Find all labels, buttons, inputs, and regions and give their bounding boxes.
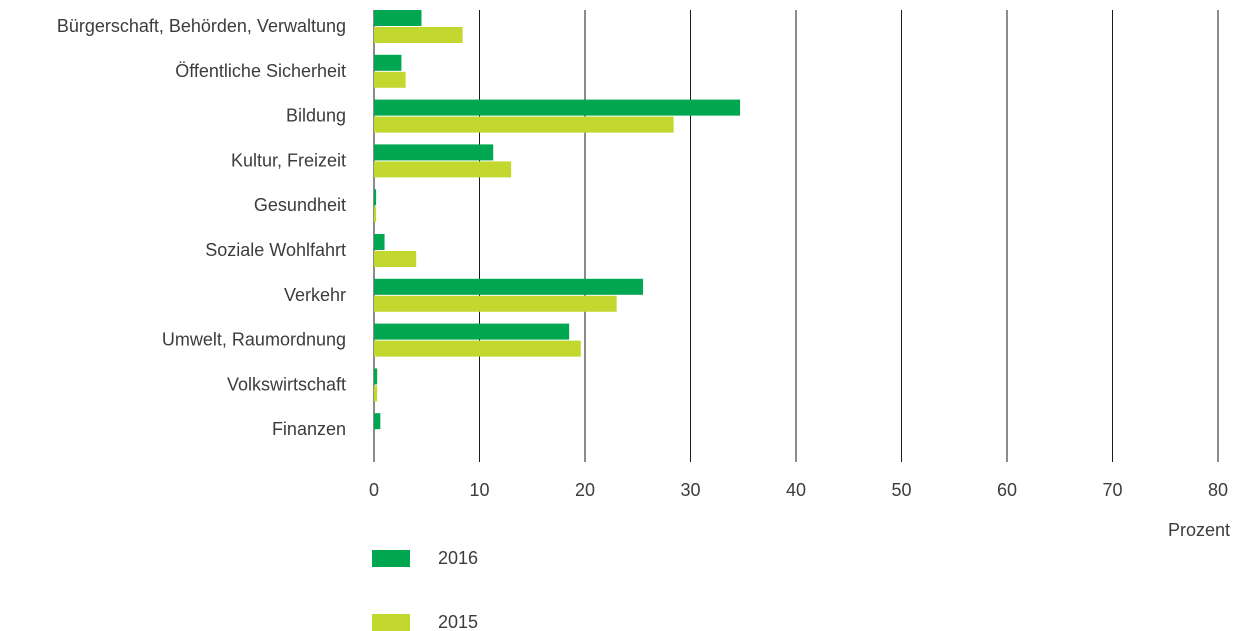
x-axis-label: Prozent (1168, 520, 1230, 540)
bar-2015-gesundheit (374, 206, 377, 223)
category-label-umwelt-raumordnung: Umwelt, Raumordnung (162, 330, 346, 350)
category-label-soziale-wohlfahrt: Soziale Wohlfahrt (205, 240, 346, 260)
bar-2016-volkswirtschaft (374, 368, 378, 385)
x-tick-label-60: 60 (997, 480, 1017, 500)
bar-2016-kultur-freizeit (374, 144, 494, 161)
legend-swatch-2016 (372, 550, 410, 567)
x-tick-label-50: 50 (891, 480, 911, 500)
category-label-volkswirtschaft: Volkswirtschaft (227, 374, 346, 394)
bar-2016-buergerschaft-behoerden-verwaltung (374, 10, 422, 26)
grid-lines (373, 10, 1219, 462)
x-tick-label-10: 10 (469, 480, 489, 500)
bar-2015-soziale-wohlfahrt (374, 251, 417, 267)
category-label-finanzen: Finanzen (272, 419, 346, 439)
bar-2015-umwelt-raumordnung (374, 340, 581, 357)
bar-2015-volkswirtschaft (374, 385, 378, 402)
legend-swatch-2015 (372, 614, 410, 631)
bar-2015-kultur-freizeit (374, 161, 512, 178)
bar-2016-gesundheit (374, 189, 377, 206)
legend-label-2016: 2016 (438, 548, 478, 568)
x-tick-label-80: 80 (1208, 480, 1228, 500)
legend: 2016 2015 (372, 548, 478, 631)
x-tick-label-20: 20 (575, 480, 595, 500)
bar-2016-bildung (374, 99, 741, 116)
bar-2015-oeffentliche-sicherheit (374, 71, 406, 88)
bar-2016-verkehr (374, 278, 644, 295)
legend-label-2015: 2015 (438, 612, 478, 631)
category-label-gesundheit: Gesundheit (254, 195, 346, 215)
x-tick-label-40: 40 (786, 480, 806, 500)
category-label-verkehr: Verkehr (284, 285, 346, 305)
category-label-bildung: Bildung (286, 106, 346, 126)
x-axis: 0 10 20 30 40 50 60 70 80 (369, 480, 1228, 500)
bar-2015-buergerschaft-behoerden-verwaltung (374, 27, 463, 43)
bar-2016-soziale-wohlfahrt (374, 234, 385, 250)
x-tick-label-0: 0 (369, 480, 379, 500)
bar-2015-verkehr (374, 295, 617, 312)
category-label-oeffentliche-sicherheit: Öffentliche Sicherheit (175, 61, 346, 81)
bar-2016-umwelt-raumordnung (374, 323, 570, 340)
category-label-buergerschaft-behoerden-verwaltung: Bürgerschaft, Behörden, Verwaltung (57, 16, 346, 36)
x-tick-label-30: 30 (680, 480, 700, 500)
bars (374, 10, 741, 430)
category-label-kultur-freizeit: Kultur, Freizeit (231, 150, 346, 170)
bar-2016-finanzen (374, 413, 381, 430)
bar-2016-oeffentliche-sicherheit (374, 54, 402, 71)
x-tick-label-70: 70 (1102, 480, 1122, 500)
category-labels: Bürgerschaft, Behörden, Verwaltung Öffent… (57, 16, 346, 439)
bar-2015-bildung (374, 116, 674, 133)
